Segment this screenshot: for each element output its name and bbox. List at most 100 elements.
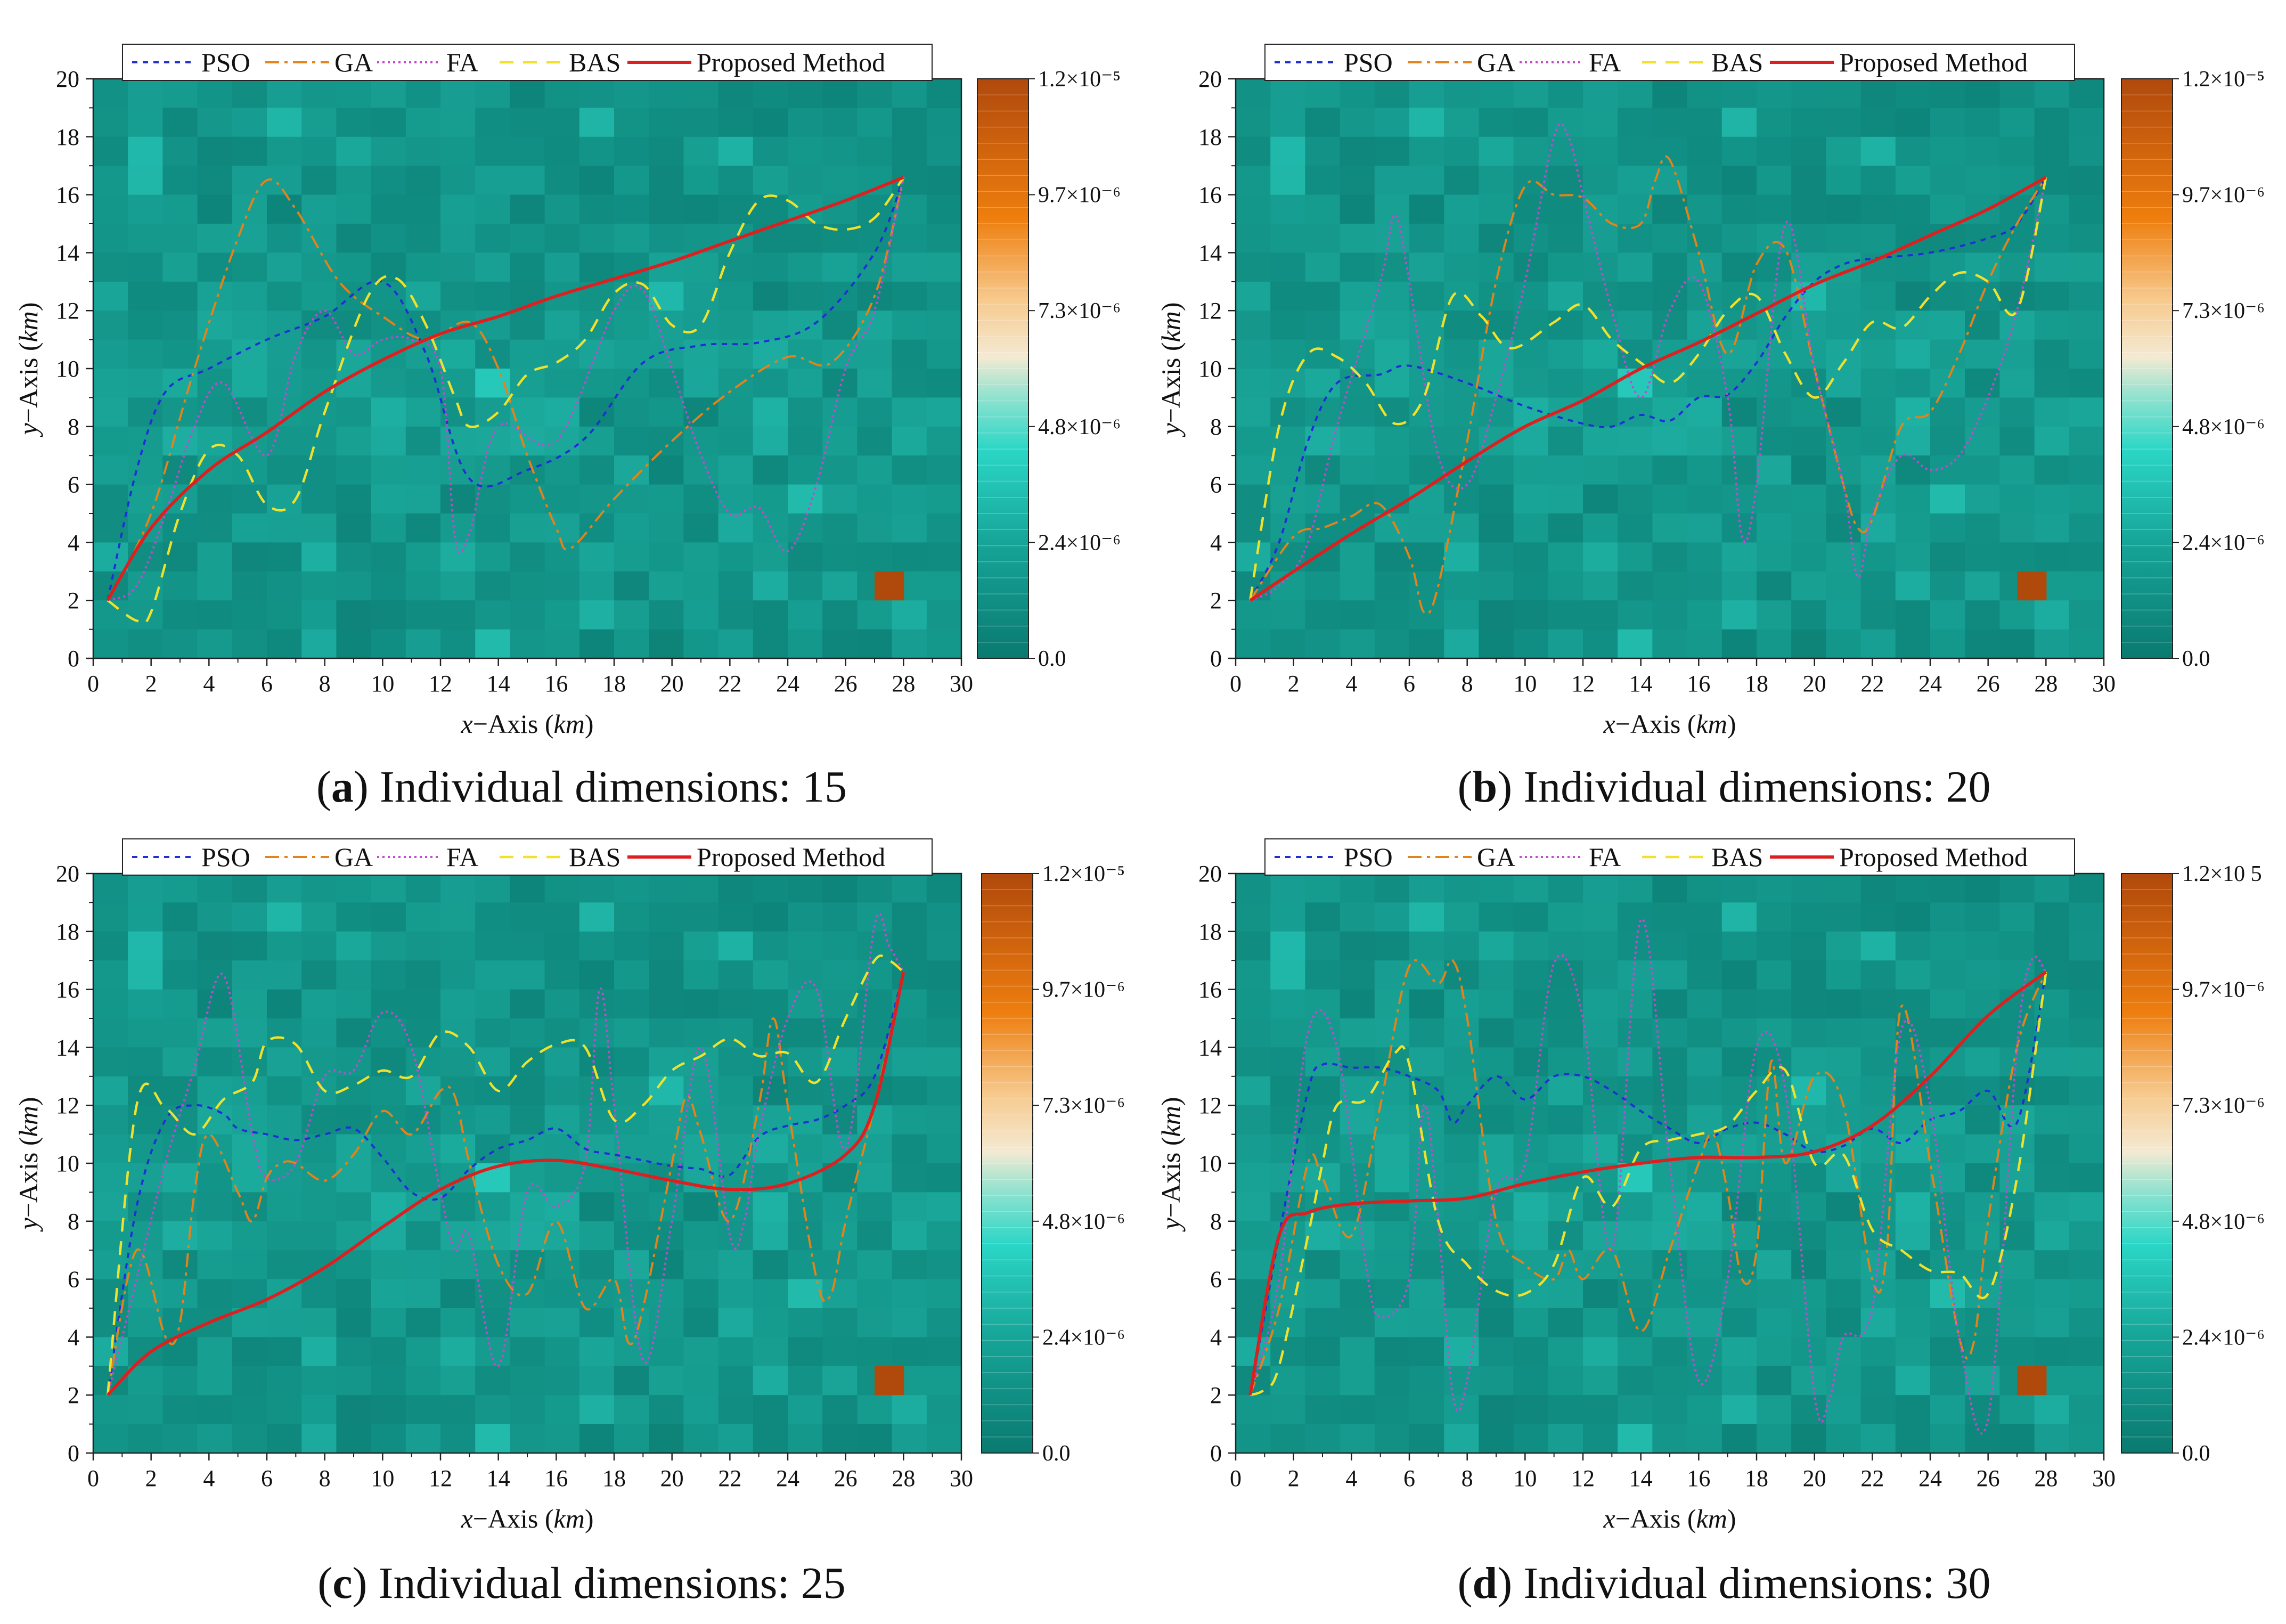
heatmap-cell [2034,874,2070,903]
heatmap-cell [1999,339,2035,369]
heatmap-cell [2069,1018,2104,1048]
heatmap-cell [579,397,615,427]
heatmap-cell [1721,542,1757,572]
heatmap-cell [544,369,580,398]
heatmap-cell [1583,513,1618,543]
x-tick-label: 12 [429,671,452,697]
heatmap-cell [1548,1192,1583,1222]
heatmap-cell [788,252,823,282]
heatmap-cell [267,1076,302,1106]
y-tick-label: 10 [1198,1150,1222,1177]
heatmap-cell [1513,874,1549,903]
heatmap-cell [475,1250,510,1280]
heatmap-cell [301,542,337,572]
heatmap-cell [301,281,337,311]
y-axis-title: y−Axis (km) [13,303,43,438]
legend-label-ga: GA [1477,842,1515,872]
heatmap-cell [336,108,372,137]
heatmap-cell [1652,369,1688,398]
heatmap-cell [1236,1018,1271,1048]
heatmap-cell [1583,960,1618,990]
heatmap-cell [162,1221,198,1251]
heatmap-cell [892,1221,927,1251]
colorbar-tick-label: 2.4×10⁻⁶ [1042,1325,1125,1350]
heatmap-cell [649,484,684,514]
heatmap-cell [753,281,788,311]
heatmap-cell [93,484,128,514]
heatmap-cell [788,79,823,108]
heatmap-cell [579,1308,615,1337]
heatmap-cell [2069,931,2104,961]
heatmap-cell [128,931,163,961]
heatmap-cell [371,513,406,543]
heatmap-cell [1999,252,2035,282]
heatmap-cell [1652,166,1688,195]
heatmap-cell [1826,1279,1862,1309]
heatmap-cell [1583,1134,1618,1164]
heatmap-cell [128,339,163,369]
heatmap-cell [510,1018,545,1048]
heatmap-cell [1791,1221,1826,1251]
heatmap-cell [93,960,128,990]
heatmap-cell [1305,1018,1341,1048]
heatmap-cell [1374,513,1410,543]
heatmap-cell [1340,224,1375,253]
heatmap-cell [1860,989,1896,1019]
colorbar-bar [977,78,1029,659]
heatmap-cell [857,1424,893,1454]
heatmap-cell [1583,281,1618,311]
heatmap-cell [1444,1366,1479,1396]
heatmap-cell [301,513,337,543]
heatmap-cell [1652,484,1688,514]
x-tick-label: 8 [1462,671,1473,697]
heatmap-cell [1791,108,1826,137]
heatmap-cell [1721,224,1757,253]
colorbar-bar [2121,873,2173,1454]
heatmap-cell [232,629,267,659]
heatmap-cell [440,1366,476,1396]
heatmap-cell [1583,252,1618,282]
heatmap-cell [1652,542,1688,572]
heatmap-cell [1409,136,1444,166]
heatmap-cell [1548,369,1583,398]
heatmap-cell [1757,194,1792,224]
heatmap-cell [93,513,128,543]
heatmap-cell [93,989,128,1019]
heatmap-cell [232,1018,267,1048]
heatmap-cell [197,484,233,514]
heatmap-cell [371,1424,406,1454]
heatmap-cell [1305,1163,1341,1193]
heatmap-cell [1513,369,1549,398]
heatmap-cell [440,426,476,456]
heatmap-cell [1687,1337,1722,1367]
heatmap-cell [1236,1105,1271,1135]
heatmap-cell [232,252,267,282]
heatmap-cell [510,1076,545,1106]
heatmap-cell [718,108,754,137]
heatmap-cell [405,166,441,195]
heatmap-cell [892,1076,927,1106]
heatmap-cell [93,281,128,311]
heatmap-cell [440,1279,476,1309]
heatmap-cell [1548,1047,1583,1077]
heatmap-cell [544,989,580,1019]
heatmap-cell [440,989,476,1019]
heatmap-cell [1965,1221,2000,1251]
heatmap-cell [1965,542,2000,572]
heatmap-cell [1618,960,1653,990]
heatmap-cell [1757,369,1792,398]
heatmap-cell [440,1221,476,1251]
heatmap-cell [892,931,927,961]
heatmap-cell [544,455,580,485]
heatmap-cell [128,455,163,485]
heatmap-cell [1826,960,1862,990]
heatmap-cell [1652,108,1688,137]
heatmap-cell [1444,224,1479,253]
heatmap-cell [93,1250,128,1280]
heatmap-cell [544,1134,580,1164]
heatmap-cell [2034,1337,2070,1367]
heatmap-cell [1340,194,1375,224]
heatmap-cell [267,79,302,108]
heatmap-cell [683,136,719,166]
heatmap-cell [788,108,823,137]
